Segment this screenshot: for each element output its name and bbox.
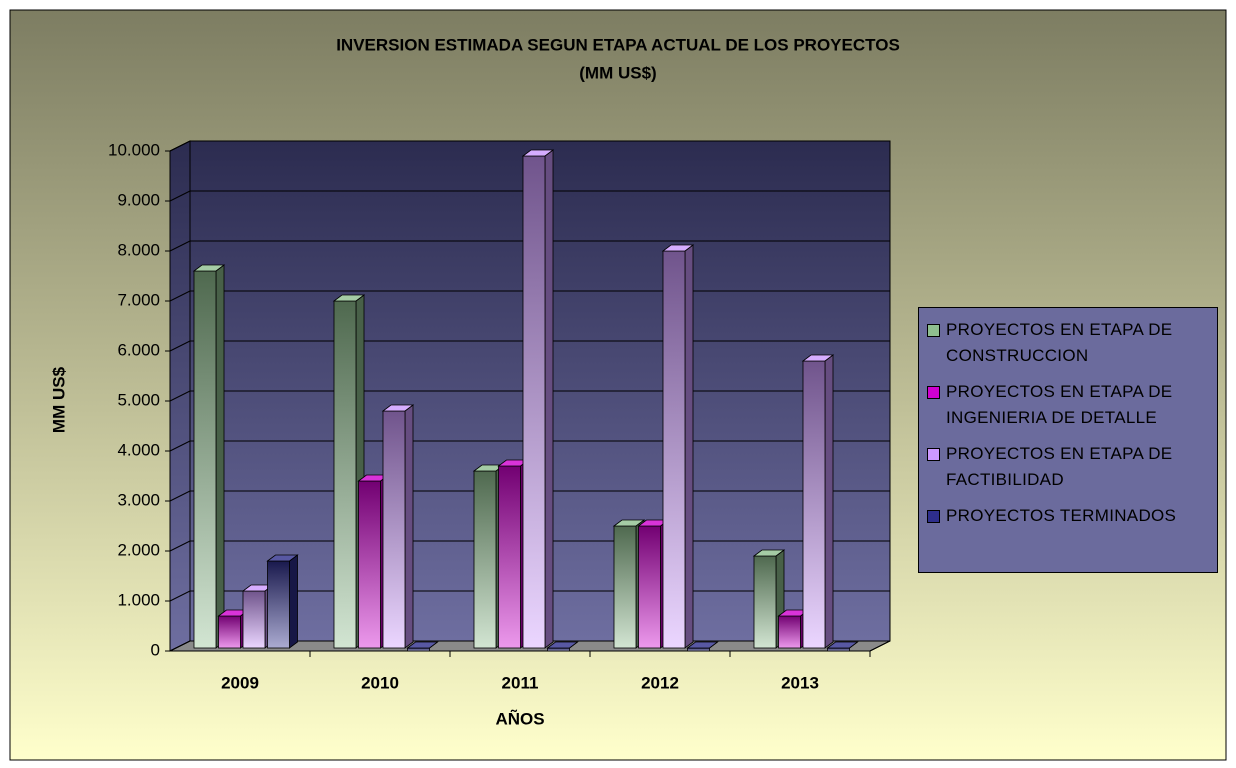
bar xyxy=(522,155,546,649)
bar-side xyxy=(684,244,694,649)
grid-line xyxy=(169,140,191,152)
bar xyxy=(267,560,290,649)
bar-top xyxy=(332,294,366,302)
bar xyxy=(638,525,661,649)
x-tick-label: 2009 xyxy=(221,673,259,692)
bar xyxy=(613,525,637,649)
y-tick-label: 6.000 xyxy=(117,340,160,359)
bar-top xyxy=(801,354,835,362)
legend-swatch xyxy=(927,386,940,399)
y-axis-label: MM US$ xyxy=(49,366,68,433)
bar xyxy=(193,270,217,649)
legend-label: PROYECTOS EN ETAPA DE INGENIERIA DE DETA… xyxy=(946,382,1173,427)
grid-line xyxy=(169,590,191,602)
bar-side xyxy=(544,149,554,649)
bar xyxy=(407,647,430,652)
bar-top xyxy=(752,549,786,557)
bar-top xyxy=(381,404,415,412)
legend-swatch xyxy=(927,510,940,523)
bar-side xyxy=(824,354,834,649)
y-tick-label: 7.000 xyxy=(117,290,160,309)
bar xyxy=(242,590,266,649)
x-tick-label: 2013 xyxy=(781,673,819,692)
bar xyxy=(662,250,686,649)
y-tick-label: 1.000 xyxy=(117,590,160,609)
y-tick-label: 5.000 xyxy=(117,390,160,409)
y-tick-label: 9.000 xyxy=(117,190,160,209)
bar-top xyxy=(661,244,695,252)
bar-top xyxy=(686,641,719,649)
grid-line xyxy=(169,440,191,452)
legend-swatch xyxy=(927,324,940,337)
bar-top xyxy=(266,554,299,562)
bar-top xyxy=(406,641,439,649)
bar xyxy=(547,647,570,652)
bar xyxy=(753,555,777,649)
plot: 0 1.000 2.000 3.000 4.000 5.000 6.000 7.000 8.00… xyxy=(108,140,891,692)
legend-entry: PROYECTOS EN ETAPA DE FACTIBILIDAD xyxy=(923,441,1213,493)
x-tick-label: 2011 xyxy=(502,673,539,692)
bar-top xyxy=(826,641,859,649)
bar xyxy=(778,615,801,649)
grid-line xyxy=(169,290,191,302)
y-tick-label: 3.000 xyxy=(117,490,160,509)
grid-line xyxy=(169,540,191,552)
y-tick-label: 0 xyxy=(151,640,160,659)
y-tick-label: 8.000 xyxy=(117,240,160,259)
bar-side xyxy=(215,264,225,649)
y-tick-label: 2.000 xyxy=(117,540,160,559)
bar-top xyxy=(192,264,226,272)
x-tick-label: 2010 xyxy=(361,673,399,692)
grid-line xyxy=(169,490,191,502)
legend-entry: PROYECTOS EN ETAPA DE INGENIERIA DE DETA… xyxy=(923,379,1213,431)
chart-subtitle: (MM US$) xyxy=(579,63,656,82)
legend-label: PROYECTOS EN ETAPA DE CONSTRUCCION xyxy=(946,320,1173,365)
legend-label: PROYECTOS EN ETAPA DE FACTIBILIDAD xyxy=(946,444,1173,489)
legend-swatch xyxy=(927,448,940,461)
bar xyxy=(333,300,357,649)
legend-entry: PROYECTOS EN ETAPA DE CONSTRUCCION xyxy=(923,317,1213,369)
bar-top xyxy=(612,519,646,527)
grid-line xyxy=(169,390,191,402)
grid-line xyxy=(169,340,191,352)
chart-title: INVERSION ESTIMADA SEGUN ETAPA ACTUAL DE… xyxy=(336,35,900,54)
bar xyxy=(382,410,406,649)
bar-side xyxy=(404,404,414,649)
bar-side xyxy=(289,554,298,649)
x-axis xyxy=(869,640,891,652)
legend: PROYECTOS EN ETAPA DE CONSTRUCCION PROYEC… xyxy=(918,307,1218,573)
bar xyxy=(827,647,850,652)
grid-line xyxy=(169,190,191,202)
legend-label: PROYECTOS TERMINADOS xyxy=(946,506,1177,525)
grid-line xyxy=(169,640,191,652)
bar xyxy=(498,465,521,649)
grid-line xyxy=(169,240,191,252)
bar-top xyxy=(521,149,555,157)
bar xyxy=(687,647,710,652)
bar xyxy=(218,615,241,649)
x-tick-label: 2012 xyxy=(641,673,679,692)
bar xyxy=(802,360,826,649)
y-tick-label: 4.000 xyxy=(117,440,160,459)
bar-top xyxy=(546,641,579,649)
y-tick-label: 10.000 xyxy=(108,140,160,159)
legend-entry: PROYECTOS TERMINADOS xyxy=(923,503,1213,529)
bar xyxy=(358,480,381,649)
bar xyxy=(473,470,497,649)
x-axis-label: AÑOS xyxy=(495,708,544,728)
